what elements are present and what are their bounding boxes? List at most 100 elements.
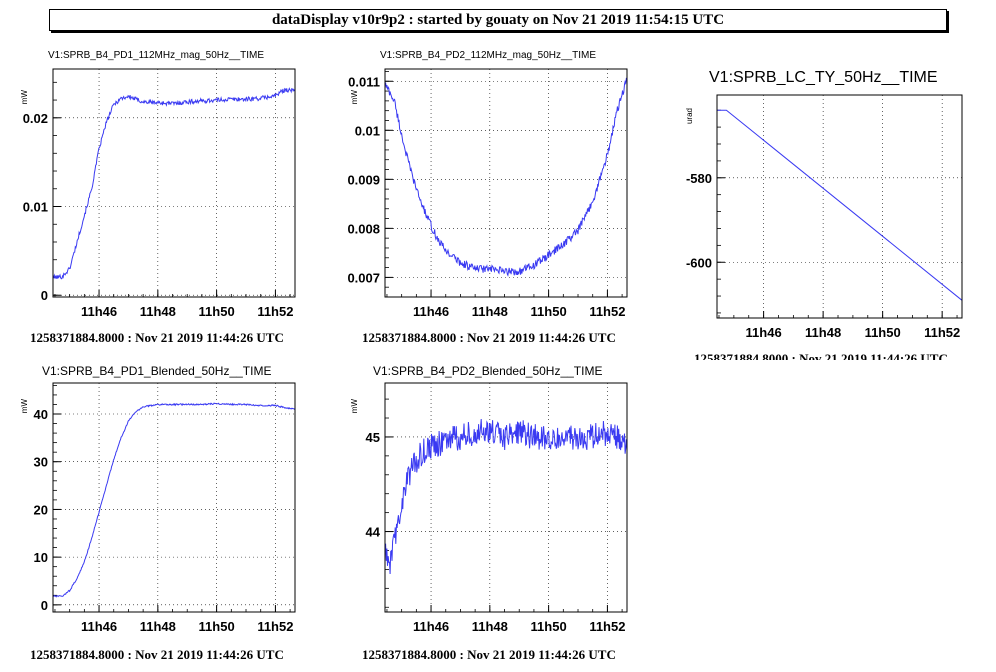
data-point <box>389 569 390 570</box>
display-title: dataDisplay v10r9p2 : started by gouaty … <box>49 9 947 31</box>
data-point <box>91 537 92 538</box>
data-point <box>394 540 395 541</box>
data-point <box>285 89 286 90</box>
y-axis-unit-label: mW <box>20 399 29 414</box>
plot-frame <box>52 68 296 298</box>
y-axis-unit-label: mW <box>20 90 29 105</box>
data-point <box>592 201 593 202</box>
data-point <box>445 441 446 442</box>
data-point <box>106 485 107 486</box>
panel-3-title: V1:SPRB_LC_TY_50Hz__TIME <box>709 69 938 86</box>
data-point <box>577 436 578 437</box>
y-tick-label: -600 <box>686 255 712 270</box>
panel-2-chart: 11h46 11h48 11h50 11h52 0.007 0.008 0.009 0.01 0… <box>347 68 628 319</box>
data-point <box>231 404 232 405</box>
data-point <box>84 215 85 216</box>
data-point <box>519 271 520 272</box>
data-point <box>438 240 439 241</box>
data-point <box>452 256 453 257</box>
y-tick-label: 30 <box>34 455 48 470</box>
y-tick-label: 0.007 <box>347 270 380 285</box>
data-point <box>113 459 114 460</box>
x-tick-label: 11h52 <box>257 304 293 319</box>
data-point <box>231 99 232 100</box>
data-series-line <box>717 109 963 301</box>
x-tick-label: 11h52 <box>257 619 293 634</box>
data-point <box>91 188 92 189</box>
data-series-line <box>384 418 628 575</box>
data-point <box>592 436 593 437</box>
data-point <box>98 148 99 149</box>
data-point <box>201 100 202 101</box>
data-point <box>423 451 424 452</box>
data-point <box>445 250 446 251</box>
y-tick-label: 45 <box>366 430 380 445</box>
y-tick-label: 0 <box>41 598 48 613</box>
x-tick-label: 11h52 <box>589 304 625 319</box>
x-tick-label: 11h46 <box>413 619 449 634</box>
data-point <box>69 590 70 591</box>
data-point <box>408 474 409 475</box>
plot-frame <box>52 382 296 613</box>
data-point <box>201 404 202 405</box>
x-tick-label: 11h52 <box>924 325 960 340</box>
data-point <box>519 432 520 433</box>
data-point <box>607 154 608 155</box>
data-point <box>617 436 618 437</box>
data-point <box>128 421 129 422</box>
x-tick-label: 11h48 <box>472 304 508 319</box>
data-point <box>430 225 431 226</box>
panel-3-chart: 11h46 11h48 11h50 11h52 -600 -580 urad <box>685 94 963 340</box>
y-tick-label: -580 <box>686 171 712 186</box>
x-tick-label: 11h48 <box>140 304 176 319</box>
x-tick-label: 11h50 <box>199 304 235 319</box>
panel-5-title: V1:SPRB_B4_PD2_Blended_50Hz__TIME <box>373 364 603 378</box>
data-point <box>533 265 534 266</box>
panel-3-timestamp-clip: 1258371884.8000 : Nov 21 2019 11:44:26 U… <box>680 351 990 360</box>
panel-1-title: V1:SPRB_B4_PD1_112MHz_mag_50Hz__TIME <box>48 50 265 61</box>
data-point <box>135 411 136 412</box>
data-point <box>62 596 63 597</box>
data-point <box>157 102 158 103</box>
data-point <box>106 122 107 123</box>
data-point <box>430 446 431 447</box>
y-tick-label: 0.011 <box>348 74 380 89</box>
data-point <box>172 103 173 104</box>
x-tick-label: 11h46 <box>746 325 782 340</box>
data-point <box>187 404 188 405</box>
data-series-line <box>52 402 296 598</box>
data-point <box>726 110 727 111</box>
data-point <box>76 578 77 579</box>
panel-4-timestamp: 1258371884.8000 : Nov 21 2019 11:44:26 U… <box>30 647 284 662</box>
panel-5-timestamp: 1258371884.8000 : Nov 21 2019 11:44:26 U… <box>362 647 616 662</box>
data-point <box>401 503 402 504</box>
x-tick-label: 11h50 <box>199 619 235 634</box>
panel-2-timestamp: 1258371884.8000 : Nov 21 2019 11:44:26 U… <box>362 330 616 345</box>
plot-frame <box>384 382 628 613</box>
x-tick-label: 11h46 <box>81 304 117 319</box>
data-point <box>285 407 286 408</box>
y-axis-unit-label: mW <box>350 399 359 414</box>
data-point <box>617 110 618 111</box>
data-point <box>504 436 505 437</box>
data-point <box>489 432 490 433</box>
data-point <box>416 460 417 461</box>
panel-1-timestamp: 1258371884.8000 : Nov 21 2019 11:44:26 U… <box>30 330 284 345</box>
y-axis-unit-label: urad <box>685 108 694 124</box>
data-point <box>275 95 276 96</box>
data-point <box>216 99 217 100</box>
data-point <box>548 436 549 437</box>
data-point <box>113 104 114 105</box>
x-tick-label: 11h50 <box>531 619 567 634</box>
data-point <box>69 268 70 269</box>
y-axis-unit-label: mW <box>350 90 359 105</box>
data-point <box>416 189 417 190</box>
data-point <box>120 437 121 438</box>
y-tick-label: 0.02 <box>23 111 48 126</box>
x-tick-label: 11h50 <box>865 325 901 340</box>
data-point <box>98 511 99 512</box>
y-tick-label: 0.009 <box>347 172 380 187</box>
data-point <box>76 241 77 242</box>
x-tick-label: 11h48 <box>140 619 176 634</box>
data-point <box>260 98 261 99</box>
